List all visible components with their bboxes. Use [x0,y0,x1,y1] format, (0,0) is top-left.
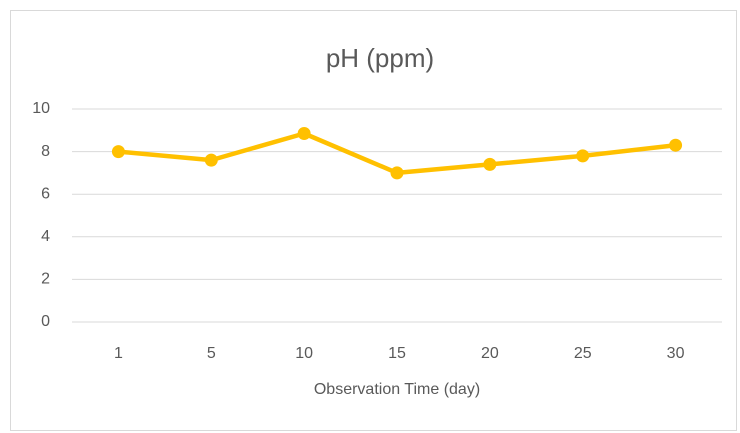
data-point [297,126,311,140]
x-tick-label: 10 [295,345,313,362]
y-tick-label: 10 [32,100,50,117]
data-point [111,145,125,159]
data-point [390,166,404,180]
x-tick-label: 30 [667,345,685,362]
chart-title: pH (ppm) [326,43,434,73]
chart-frame [10,10,737,431]
data-point [576,149,590,163]
data-point [669,138,683,152]
x-tick-label: 5 [207,345,216,362]
y-tick-label: 6 [41,185,50,202]
x-tick-label: 20 [481,345,499,362]
y-tick-label: 0 [41,313,50,330]
y-tick-label: 8 [41,143,50,160]
data-point [483,157,497,171]
x-axis-label: Observation Time (day) [314,381,480,398]
data-point [204,153,218,167]
x-tick-label: 25 [574,345,592,362]
x-tick-label: 1 [114,345,123,362]
y-tick-label: 4 [41,228,50,245]
y-tick-label: 2 [41,271,50,288]
x-tick-label: 15 [388,345,406,362]
